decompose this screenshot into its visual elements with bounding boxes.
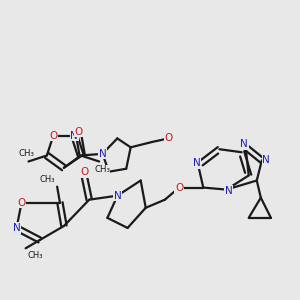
Text: N: N bbox=[70, 130, 78, 141]
Text: CH₃: CH₃ bbox=[39, 175, 55, 184]
Text: N: N bbox=[99, 149, 106, 159]
Text: O: O bbox=[164, 134, 172, 143]
Text: CH₃: CH₃ bbox=[27, 251, 43, 260]
Text: N: N bbox=[262, 155, 270, 165]
Text: O: O bbox=[74, 127, 83, 136]
Text: CH₃: CH₃ bbox=[19, 149, 35, 158]
Text: O: O bbox=[17, 198, 26, 208]
Text: N: N bbox=[114, 190, 121, 201]
Text: N: N bbox=[193, 158, 201, 168]
Text: N: N bbox=[240, 139, 248, 149]
Text: CH₃: CH₃ bbox=[94, 165, 110, 174]
Text: N: N bbox=[13, 223, 20, 233]
Text: O: O bbox=[175, 183, 183, 193]
Text: O: O bbox=[49, 130, 57, 141]
Text: N: N bbox=[225, 186, 233, 196]
Text: O: O bbox=[80, 167, 88, 178]
